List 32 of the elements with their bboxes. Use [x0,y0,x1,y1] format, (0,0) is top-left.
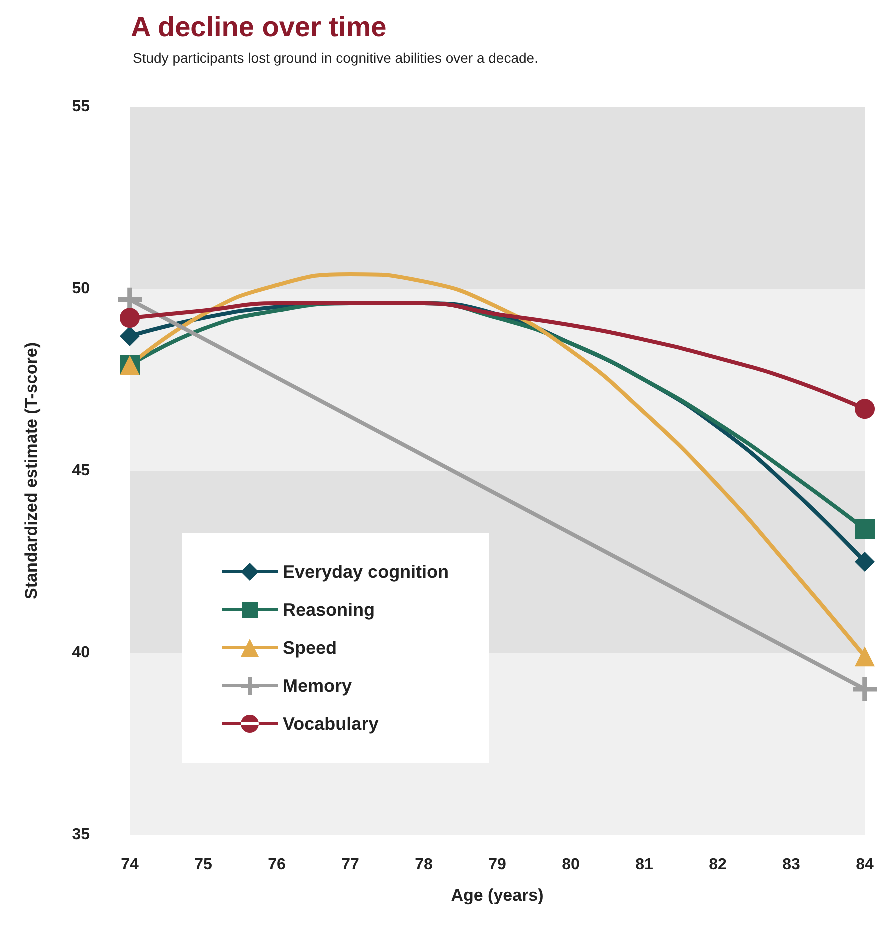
point [855,399,875,420]
chart-title: A decline over time [131,12,387,42]
x-tick-label: 80 [562,856,580,874]
point [120,326,140,346]
y-tick-label: 35 [72,826,90,844]
x-tick-label: 78 [415,856,433,874]
point [855,519,875,540]
point [855,646,875,667]
x-tick-label: 74 [121,856,139,874]
legend-label: Memory [283,676,352,696]
point [855,552,875,572]
y-tick-label: 40 [72,644,90,662]
point [120,308,140,328]
x-axis-title: Age (years) [451,886,544,905]
x-tick-label: 84 [856,856,874,874]
x-tick-label: 76 [268,856,286,874]
legend-label: Everyday cognition [283,562,450,582]
x-tick-label: 75 [194,856,212,874]
x-tick-label: 81 [636,856,654,874]
x-tick-label: 83 [782,856,800,874]
y-tick-label: 45 [72,462,90,480]
y-axis-title: Standardized estimate (T-score) [22,342,41,600]
x-tick-label: 82 [709,856,727,874]
point [853,677,877,702]
y-tick-label: 50 [72,280,90,298]
y-tick-label: 55 [72,98,90,116]
x-tick-label: 77 [342,856,360,874]
x-tick-label: 79 [488,856,506,874]
legend-label: Speed [283,638,338,658]
legend-label: Reasoning [283,600,376,620]
chart-subtitle: Study participants lost ground in cognitive abilities over a decade. [133,50,538,66]
legend-label: Vocabulary [283,714,379,734]
